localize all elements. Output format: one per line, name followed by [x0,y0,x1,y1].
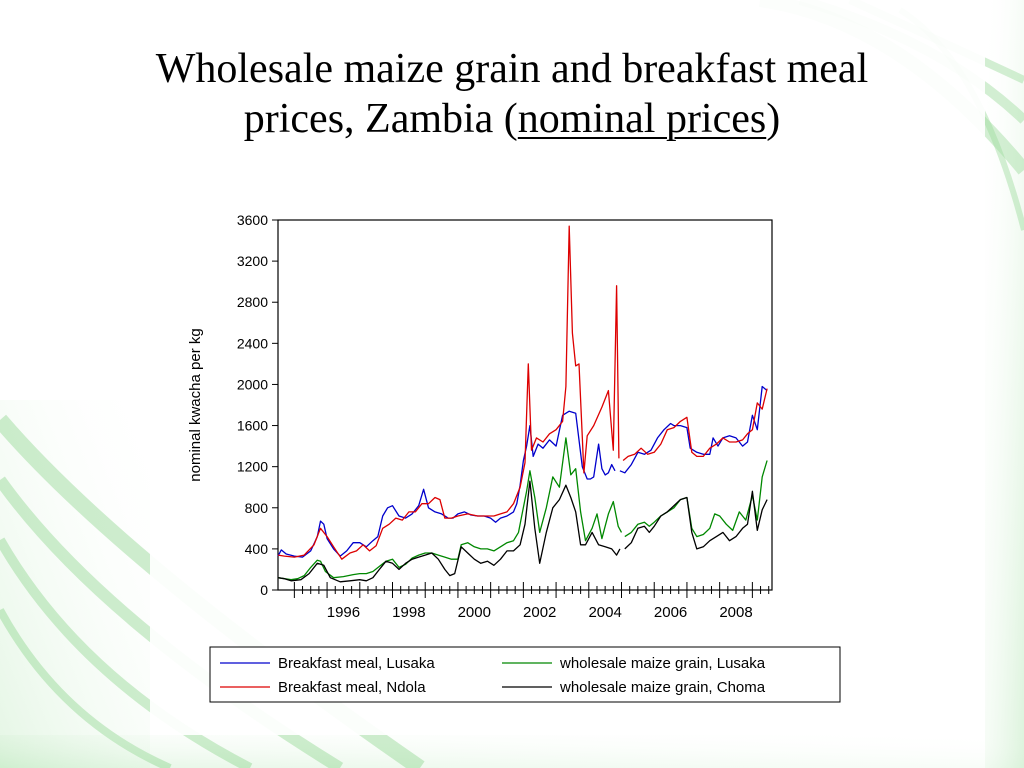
decor-right-edge [985,0,1024,768]
x-tick-label-6: 2008 [719,604,752,621]
y-tick-label-2: 800 [245,500,269,516]
y-tick-label-0: 0 [260,582,268,598]
legend-box [209,646,841,703]
y-tick-label-6: 2400 [237,335,268,351]
x-tick-label-5: 2006 [654,604,687,621]
x-tick-label-4: 2004 [588,604,621,621]
series-3-line-segment-1 [624,490,768,550]
x-axis: 1996 1998 2000 2002 2004 2006 2008 [293,582,770,621]
series-1 [277,225,768,560]
series-2 [277,437,768,581]
title-link-nominal-prices[interactable]: nominal prices [517,96,767,142]
decor-bottom-edge [0,735,1024,768]
title-line-2-prefix: prices, Zambia ( [243,96,518,142]
legend-label-1: Breakfast meal, Ndola [278,679,426,696]
series-3-line-segment-0 [277,480,621,583]
series-1-line-segment-1 [622,388,768,462]
y-tick-label-8: 3200 [237,253,268,269]
decor-left-edge [0,400,150,768]
plot-area-frame [277,219,773,591]
x-tick-label-2: 2000 [458,604,491,621]
series-layer [277,225,768,583]
x-tick-label-3: 2002 [523,604,556,621]
x-tick-label-0: 1996 [327,604,360,621]
y-axis-label: nominal kwacha per kg [187,328,204,481]
legend-label-3: wholesale maize grain, Choma [559,679,766,696]
series-1-line-segment-0 [277,225,620,560]
title-line-2-suffix: ) [766,96,781,142]
y-tick-label-7: 2800 [237,294,268,310]
series-3 [277,480,768,583]
y-axis: 0 400 800 1200 1600 2000 2400 2800 3200 3600 [237,212,278,598]
y-tick-label-1: 400 [245,541,269,557]
legend: Breakfast meal, Lusaka Breakfast meal, Nd… [220,655,766,696]
x-tick-label-1: 1998 [392,604,425,621]
legend-label-0: Breakfast meal, Lusaka [278,655,435,672]
legend-label-2: wholesale maize grain, Lusaka [559,655,766,672]
y-tick-label-5: 2000 [237,376,268,392]
series-2-line-segment-1 [624,460,768,538]
y-tick-label-3: 1200 [237,459,268,475]
y-tick-label-9: 3600 [237,212,268,228]
title-line-1: Wholesale maize grain and breakfast meal [155,46,869,92]
series-2-line-segment-0 [277,437,623,581]
y-tick-label-4: 1600 [237,418,268,434]
slide-title: Wholesale maize grain and breakfast meal… [100,44,924,144]
